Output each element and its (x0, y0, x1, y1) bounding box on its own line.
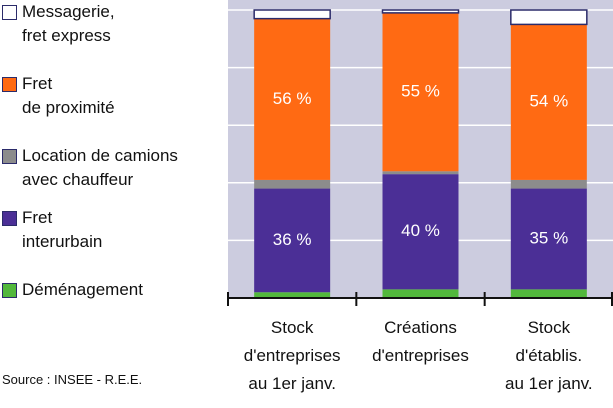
x-tick-label: Stock d'établis. au 1er janv. (505, 318, 593, 393)
source: Source : INSEE - R.E.E. (2, 372, 143, 387)
bar-segment (382, 171, 459, 175)
bar-segment (254, 18, 331, 180)
bar-segment (254, 292, 331, 298)
legend-item: Déménagement (2, 278, 143, 302)
legend-swatch (2, 77, 17, 92)
value-label: 56 % (273, 89, 312, 108)
bar-segment (254, 179, 331, 189)
legend-label: Déménagement (22, 280, 143, 299)
value-label: 35 % (529, 228, 568, 247)
value-label: 55 % (401, 82, 440, 101)
legend-item: Fret interurbain (2, 206, 102, 254)
bar-segment (382, 12, 459, 172)
bar-segment (381, 9, 460, 14)
legend-label: Fret de proximité (22, 74, 115, 117)
x-tick-label: Créations d'entreprises (372, 318, 469, 365)
bar-segment (510, 179, 587, 189)
legend-item: Location de camions avec chauffeur (2, 144, 178, 192)
legend-label: Messagerie, fret express (22, 2, 115, 45)
bar-segment (382, 174, 459, 290)
legend-item: Messagerie, fret express (2, 0, 115, 48)
bar-segment (510, 9, 588, 26)
bar-segment (253, 9, 331, 20)
legend-swatch (2, 149, 17, 164)
bar-segment (510, 24, 587, 180)
legend-item: Fret de proximité (2, 72, 115, 120)
legend-swatch (2, 283, 17, 298)
bar-segment (510, 289, 587, 298)
value-label: 54 % (529, 92, 568, 111)
bar-segment (510, 188, 587, 290)
legend-swatch (2, 211, 17, 226)
legend-label: Fret interurbain (22, 208, 103, 251)
x-tick-label: Stock d'entreprises au 1er janv. (243, 318, 341, 393)
legend-label: Location de camions avec chauffeur (22, 146, 178, 189)
bar-segment (382, 289, 459, 298)
bar-segment (254, 188, 331, 293)
legend-swatch (2, 5, 17, 20)
value-label: 40 % (401, 221, 440, 240)
value-label: 36 % (273, 230, 312, 249)
